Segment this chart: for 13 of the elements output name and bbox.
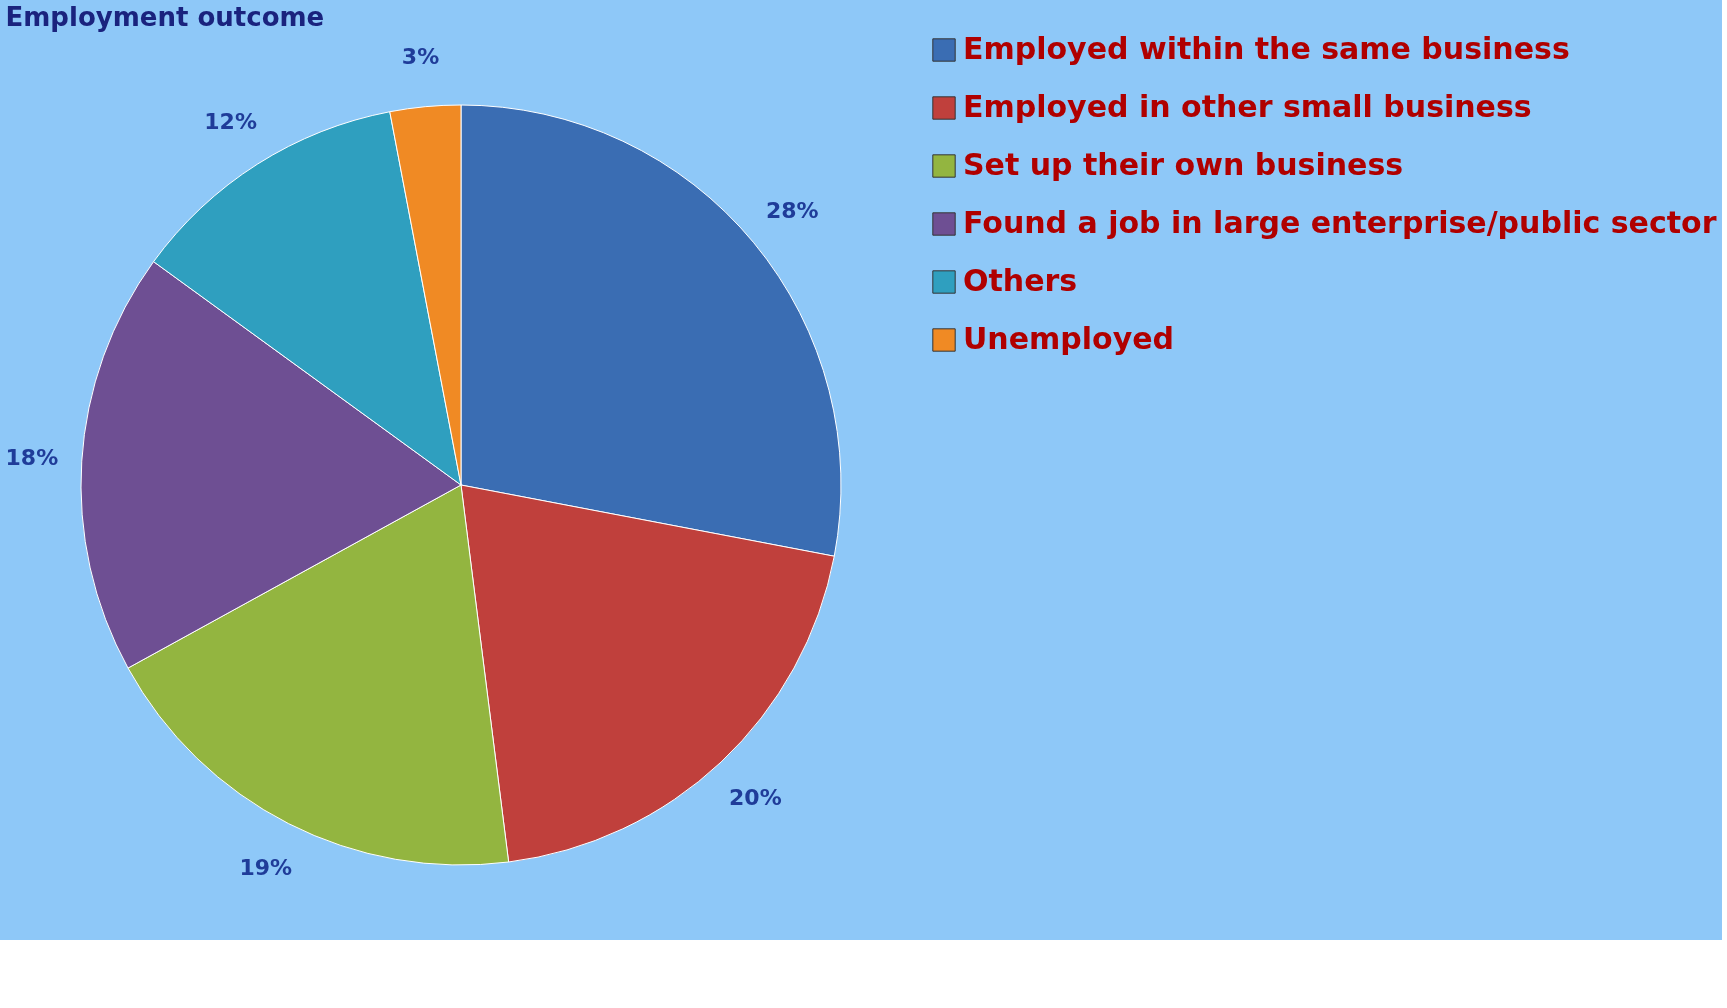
legend-label: Others (963, 263, 1078, 298)
chart-title: Employment outcome (5, 2, 325, 32)
data-label: 19% (239, 855, 293, 881)
legend-label: Employed within the same business (963, 31, 1570, 66)
data-label: 3% (401, 43, 440, 69)
legend-label: Employed in other small business (963, 89, 1532, 124)
legend-label: Found a job in large enterprise/public sector (963, 205, 1717, 240)
data-label: 18% (5, 445, 59, 470)
legend-label: Unemployed (963, 321, 1175, 356)
data-label: 12% (204, 108, 257, 134)
data-label: 20% (729, 785, 782, 811)
legend-label: Set up their own business (963, 147, 1404, 182)
data-label: 28% (765, 197, 819, 223)
